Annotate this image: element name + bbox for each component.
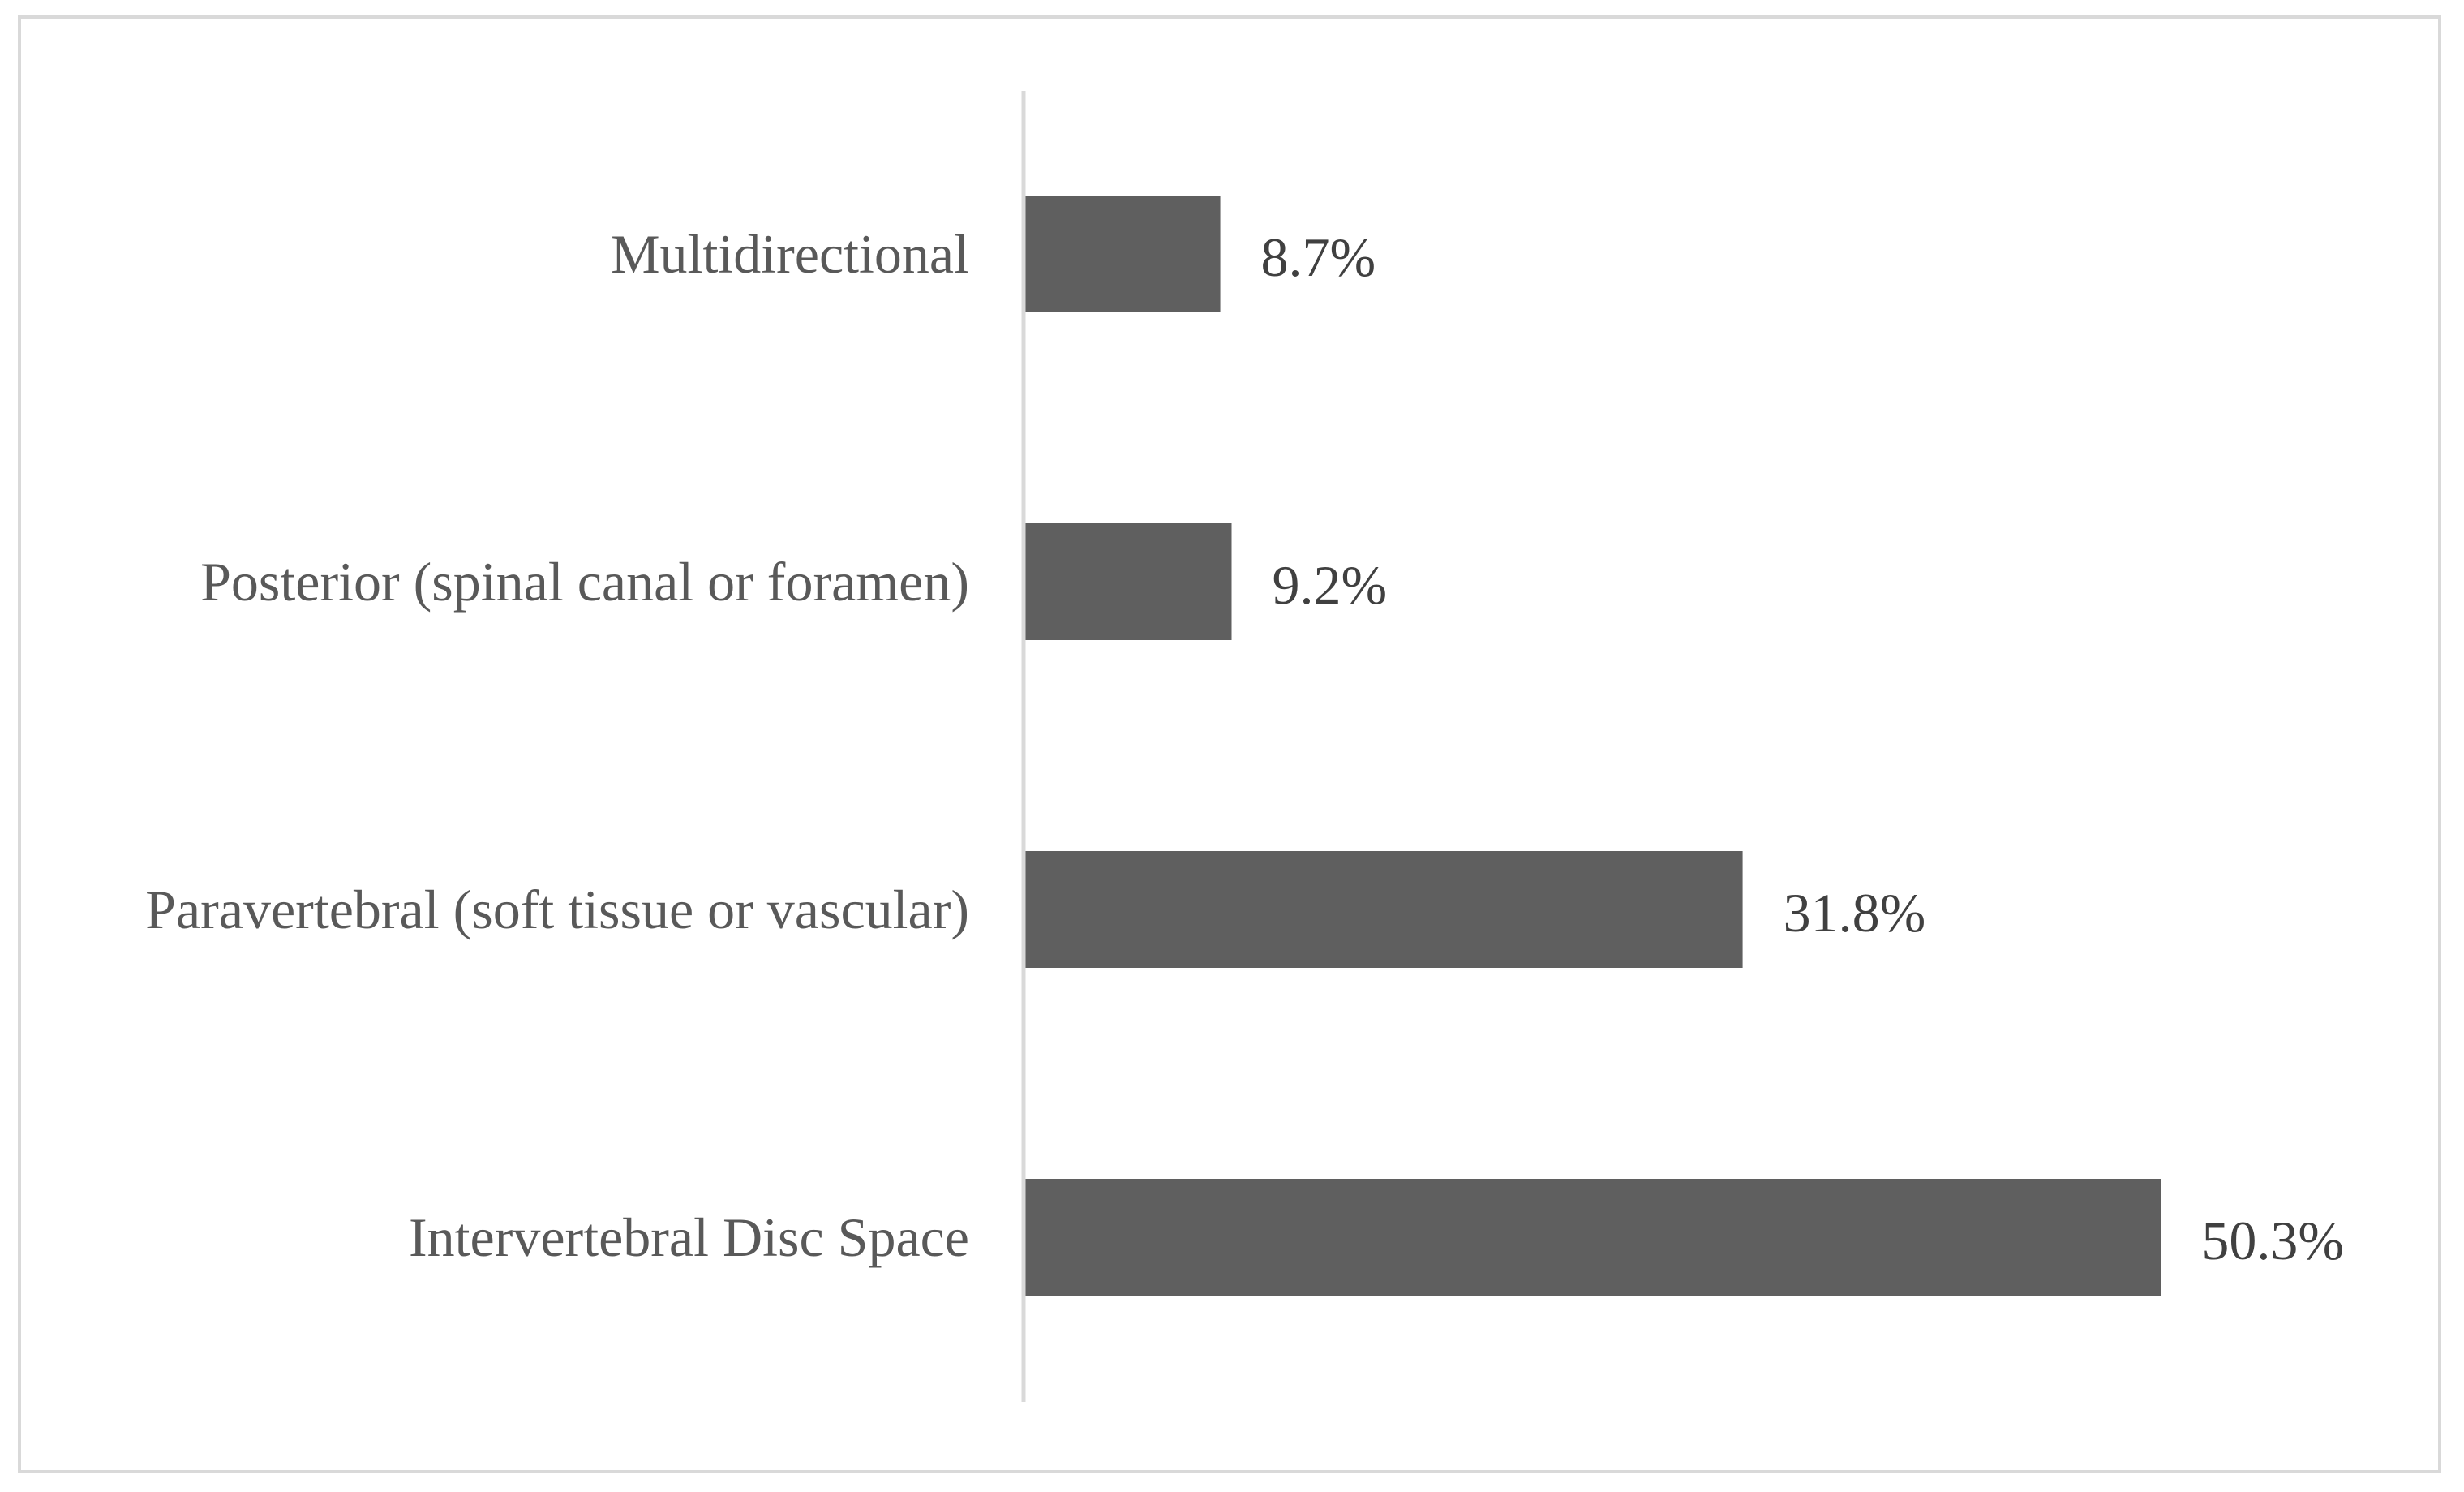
labels-layer: Multidirectional 8.7% Posterior (spinal ca… (145, 223, 2344, 1271)
category-label-paravertebral-soft-tissue-or-vascular: Paravertebral (soft tissue or vascular) (145, 879, 969, 940)
bar-paravertebral-soft-tissue-or-vascular (1024, 851, 1743, 968)
value-label-intervertebral-disc-space: 50.3% (2201, 1210, 2344, 1271)
category-label-multidirectional: Multidirectional (611, 223, 969, 285)
category-label-posterior-spinal-canal-or-foramen: Posterior (spinal canal or foramen) (200, 551, 969, 613)
bar-intervertebral-disc-space (1024, 1179, 2161, 1296)
bar-multidirectional (1024, 196, 1221, 312)
bars-layer (1024, 196, 2161, 1296)
value-label-multidirectional: 8.7% (1261, 226, 1376, 288)
category-label-intervertebral-disc-space: Intervertebral Disc Space (409, 1206, 969, 1268)
value-label-paravertebral-soft-tissue-or-vascular: 31.8% (1784, 882, 1926, 944)
value-label-posterior-spinal-canal-or-foramen: 9.2% (1272, 554, 1387, 616)
bar-posterior-spinal-canal-or-foramen (1024, 523, 1232, 640)
